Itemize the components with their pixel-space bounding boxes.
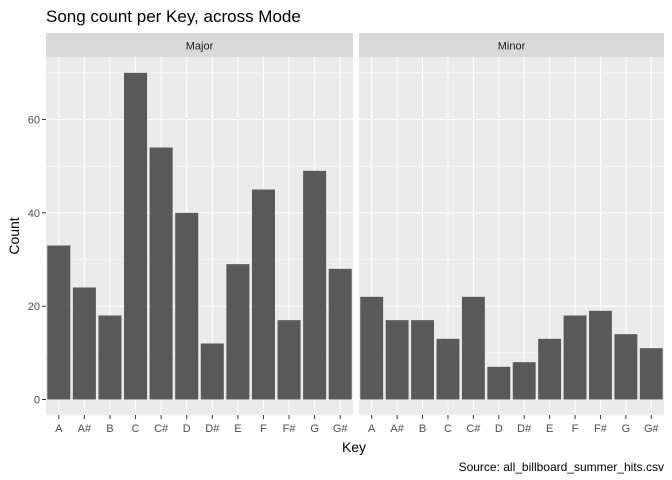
bar-minor-F# <box>589 310 612 400</box>
bar-minor-A <box>360 296 384 400</box>
x-tick-label: G# <box>644 423 660 435</box>
x-tick-label: C <box>132 423 140 435</box>
facet-panel-minor: Minor A A# B C C# D D# E F F# G G# <box>359 33 664 435</box>
x-tick-label: E <box>234 423 241 435</box>
x-tick-label: C# <box>466 423 481 435</box>
x-tick-label: A <box>55 423 63 435</box>
panel-background <box>359 57 664 415</box>
facet-panels: Major A A# B C C# D D# E F F# G G# Minor A A# B C C# D D# E F F… <box>46 33 664 435</box>
facet-strip-label: Minor <box>498 41 526 53</box>
y-tick-label: 0 <box>34 395 40 407</box>
y-tick-label: 40 <box>28 208 40 220</box>
y-axis: 0 20 40 60 <box>28 115 46 407</box>
bar-major-D# <box>200 343 224 400</box>
bar-major-G# <box>328 268 352 400</box>
x-tick-label: C <box>444 423 452 435</box>
x-tick-label: B <box>419 423 426 435</box>
bar-major-A# <box>72 287 96 400</box>
x-tick-label: F# <box>594 423 608 435</box>
x-tick-label: G# <box>333 423 349 435</box>
bar-minor-B <box>411 320 434 400</box>
bar-minor-D <box>487 366 511 400</box>
x-tick-label: B <box>106 423 113 435</box>
facet-strip <box>46 33 353 57</box>
facet-strip <box>359 33 664 57</box>
bar-major-D <box>175 212 199 400</box>
bar-minor-F <box>563 315 587 400</box>
y-axis-title: Count <box>6 217 22 254</box>
bar-major-E <box>226 264 250 400</box>
bar-major-G <box>303 170 327 400</box>
panel-background <box>46 57 353 415</box>
bar-major-F <box>251 189 275 400</box>
facet-panel-major: Major A A# B C C# D D# E F F# G G# <box>46 33 353 435</box>
bar-minor-E <box>538 338 562 400</box>
chart-title: Song count per Key, across Mode <box>46 7 301 26</box>
x-tick-label: G <box>622 423 631 435</box>
bar-minor-G <box>614 334 638 400</box>
y-tick-label: 60 <box>28 115 40 127</box>
bar-major-B <box>98 315 122 400</box>
chart-caption: Source: all_billboard_summer_hits.csv <box>459 460 664 474</box>
bar-minor-C# <box>461 296 485 400</box>
x-tick-label: F# <box>283 423 297 435</box>
x-tick-label: D <box>495 423 503 435</box>
bar-major-C# <box>149 147 173 400</box>
x-tick-label: D <box>183 423 191 435</box>
bar-major-A <box>47 245 71 400</box>
bar-minor-C <box>436 338 460 400</box>
x-axis-title: Key <box>342 439 366 455</box>
x-tick-label: A <box>368 423 376 435</box>
y-tick-label: 20 <box>28 301 40 313</box>
x-tick-label: F <box>260 423 267 435</box>
x-tick-label: D# <box>205 423 220 435</box>
x-tick-label: C# <box>154 423 169 435</box>
bar-minor-D# <box>512 362 536 400</box>
bar-minor-A# <box>385 320 409 400</box>
x-tick-label: F <box>572 423 579 435</box>
facet-strip-label: Major <box>186 41 214 53</box>
bar-major-C <box>124 72 148 400</box>
x-tick-label: A# <box>390 423 404 435</box>
x-tick-label: A# <box>78 423 92 435</box>
x-tick-label: G <box>310 423 319 435</box>
bar-minor-G# <box>639 348 663 400</box>
bar-major-F# <box>277 320 301 400</box>
x-tick-label: D# <box>517 423 532 435</box>
x-tick-label: E <box>546 423 553 435</box>
